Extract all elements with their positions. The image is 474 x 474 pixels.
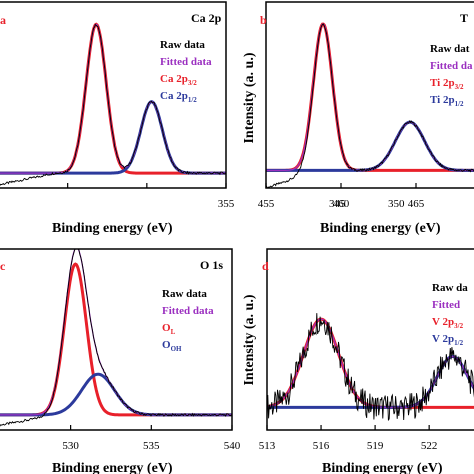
panel-d-tick-label: 519 [367,440,384,452]
panel-d-raw-line [267,313,474,421]
panel-d-ylabel: Intensity (a. u.) [242,294,257,385]
panel-c-tick-label: 535 [143,440,160,452]
panel-d-tick-label: 516 [313,440,330,452]
panel-b-legend-item: Ti 2p3/2 [430,77,464,91]
panel-c-tick-label: 540 [224,440,241,452]
panel-b-component-2-line [266,120,474,172]
panel-c-raw-line [0,249,232,427]
panel-d-label: d [262,259,269,273]
panel-d-legend-item: V 2p1/2 [432,333,464,347]
panel-b-legend-item: Ti 2p1/2 [430,94,464,108]
panel-c-legend-item: OL [162,322,176,336]
panel-b-tick-label: 460 [333,198,350,210]
panel-c-legend-item: Raw data [162,288,207,300]
panel-b-raw-line [266,23,474,188]
panel-c-xlabel: Binding energy (eV) [52,461,173,474]
panel-a-legend-item: Raw data [160,39,205,51]
panel-c-frame [0,248,233,431]
panel-d-frame [266,248,474,431]
panel-a: a Ca 2p 345 350 Binding energy (eV) [0,11,405,236]
panel-c-plot: 530 535 540 c O 1s Binding energy (eV) Raw dat… [0,248,241,474]
panel-b-tick-label: 455 [258,198,275,210]
panel-a-tick-355: 355 [218,198,235,210]
panel-b-label: b [260,13,267,27]
panel-d-tick-label: 522 [421,440,438,452]
panel-a-legend-item: Ca 2p3/2 [160,73,197,87]
panel-c-legend-item: Fitted data [162,305,214,317]
panel-a-legend-item: Fitted data [160,56,212,68]
panel-c-tick-label: 530 [62,440,79,452]
panel-b-tick-label: 465 [408,198,425,210]
panel-c-corner-title: O 1s [200,258,223,272]
panel-d-plot: 513 516 519 522 d Binding energy (eV) Intensit… [242,248,474,474]
panel-b-frame [265,1,474,189]
panel-b-legend-item: Raw dat [430,43,470,55]
panel-c-label: c [0,259,6,273]
panel-b-corner-title: T [460,11,468,25]
panel-d-legend-item: Raw da [432,282,468,294]
panel-b-xlabel: Binding energy (eV) [320,221,441,236]
panel-a-corner-title: Ca 2p [191,11,222,25]
panel-d-legend-item: V 2p3/2 [432,316,464,330]
panel-a-tick-350: 350 [388,198,405,210]
panel-a-plot: 355 Raw data Fitted data Ca 2p3/2 Ca 2p1/2 [0,1,235,210]
panel-d-tick-label: 513 [259,440,276,452]
panel-b-ylabel: Intensity (a. u.) [242,52,257,143]
panel-b-legend-item: Fitted da [430,60,473,72]
panel-d-xlabel: Binding energy (eV) [322,461,443,474]
panel-a-tick-345: 345 [329,198,346,210]
panel-b-plot: 455 460 465 b T Binding energy (eV) Intensity … [242,1,474,236]
panel-c-component-2-line [0,372,232,417]
panel-a-raw-line [0,23,226,187]
panel-a-label: a [0,13,6,27]
panel-a-frame [0,1,227,189]
panel-a-xlabel: Binding energy (eV) [52,221,173,236]
panel-c-legend-item: OOH [162,339,182,353]
panel-d-legend-item: Fitted [432,299,460,311]
panel-a-legend-item: Ca 2p1/2 [160,90,197,104]
